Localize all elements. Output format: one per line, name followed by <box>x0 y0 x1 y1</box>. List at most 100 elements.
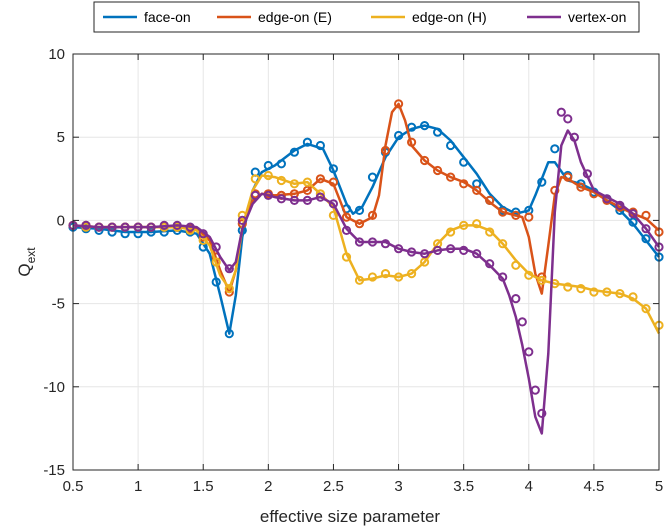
data-point <box>263 170 273 181</box>
data-point <box>146 227 156 237</box>
data-point <box>420 257 430 267</box>
data-point <box>276 159 286 169</box>
series-face-on <box>68 121 664 339</box>
data-point <box>94 222 104 232</box>
y-tick-label: -15 <box>43 462 65 479</box>
data-point <box>367 172 378 182</box>
data-point <box>628 209 638 219</box>
y-tick-label: 5 <box>57 129 65 146</box>
data-point <box>420 155 430 166</box>
data-point <box>224 264 234 274</box>
data-point <box>446 244 456 254</box>
data-point <box>354 275 365 285</box>
data-point <box>407 269 417 279</box>
data-point <box>315 192 325 202</box>
tick-labels: 0.5 1 1.5 2 2.5 3 3.5 4 4.5 5 -15 -10 -5 0 5 10 <box>43 46 663 495</box>
series-line <box>72 174 661 335</box>
data-point <box>224 284 234 294</box>
data-point <box>485 259 495 269</box>
legend-label: edge-on (E) <box>258 9 332 25</box>
data-point <box>485 227 495 237</box>
data-point <box>133 222 143 232</box>
data-point <box>211 242 221 252</box>
data-point <box>459 245 469 255</box>
data-point <box>224 329 234 339</box>
data-point <box>146 222 156 232</box>
data-point <box>641 210 651 220</box>
x-tick-label: 5 <box>655 478 663 495</box>
data-point <box>367 272 378 282</box>
data-point <box>263 190 273 200</box>
x-tick-label: 3 <box>394 478 402 495</box>
data-point <box>263 160 273 171</box>
data-point <box>341 252 352 262</box>
x-axis-label: effective size parameter <box>260 507 440 526</box>
data-point <box>576 284 586 294</box>
data-point <box>537 408 547 418</box>
data-point <box>524 270 534 280</box>
data-point <box>563 282 573 292</box>
data-point <box>380 269 391 279</box>
data-point <box>237 215 247 225</box>
data-point <box>407 247 417 257</box>
data-point <box>485 195 495 205</box>
data-point <box>302 185 312 195</box>
data-point <box>315 140 325 151</box>
y-tick-label: 0 <box>57 212 65 229</box>
x-tick-label: 2 <box>264 478 272 495</box>
data-point <box>550 144 560 154</box>
data-point <box>107 222 117 232</box>
data-point <box>328 177 338 187</box>
plot-frame <box>72 53 660 471</box>
data-point <box>198 229 208 239</box>
data-point <box>380 239 391 249</box>
y-axis-label: Qext <box>15 247 38 277</box>
data-point <box>511 260 521 270</box>
data-point <box>433 245 443 255</box>
data-point <box>394 130 404 141</box>
data-point <box>641 304 651 314</box>
x-tick-label: 1.5 <box>193 478 214 495</box>
y-tick-label: -10 <box>43 379 65 396</box>
data-point <box>472 185 482 195</box>
data-point <box>563 114 573 124</box>
data-point <box>641 224 651 234</box>
data-point <box>459 220 469 230</box>
plot-area <box>73 54 659 470</box>
data-point <box>237 210 247 220</box>
data-point <box>498 272 508 282</box>
data-point <box>511 210 521 220</box>
data-point <box>498 239 508 249</box>
data-point <box>354 219 365 229</box>
data-point <box>172 220 182 230</box>
data-point <box>420 121 430 131</box>
data-point <box>602 287 612 297</box>
data-point <box>615 200 625 210</box>
data-point <box>341 212 352 222</box>
legend: face-on edge-on (E) edge-on (H) vertex-on <box>93 1 640 33</box>
data-point <box>524 212 534 222</box>
data-point <box>576 182 586 192</box>
data-point <box>394 244 404 254</box>
data-point <box>380 145 391 156</box>
data-point <box>302 137 312 147</box>
y-tick-label: -5 <box>52 296 65 313</box>
data-point <box>517 317 527 327</box>
data-point <box>367 237 378 247</box>
data-point <box>433 165 443 176</box>
data-point <box>107 227 117 237</box>
x-tick-label: 2.5 <box>323 478 344 495</box>
data-point <box>289 179 299 189</box>
x-tick-label: 4 <box>525 478 533 495</box>
data-point <box>641 234 651 244</box>
legend-label: face-on <box>144 9 191 25</box>
data-point <box>211 277 221 287</box>
series-line <box>72 129 661 435</box>
data-point <box>511 294 521 304</box>
series-line <box>72 124 660 335</box>
data-point <box>537 275 547 285</box>
data-point <box>433 127 443 137</box>
series-group <box>68 99 664 435</box>
data-point <box>328 164 338 174</box>
